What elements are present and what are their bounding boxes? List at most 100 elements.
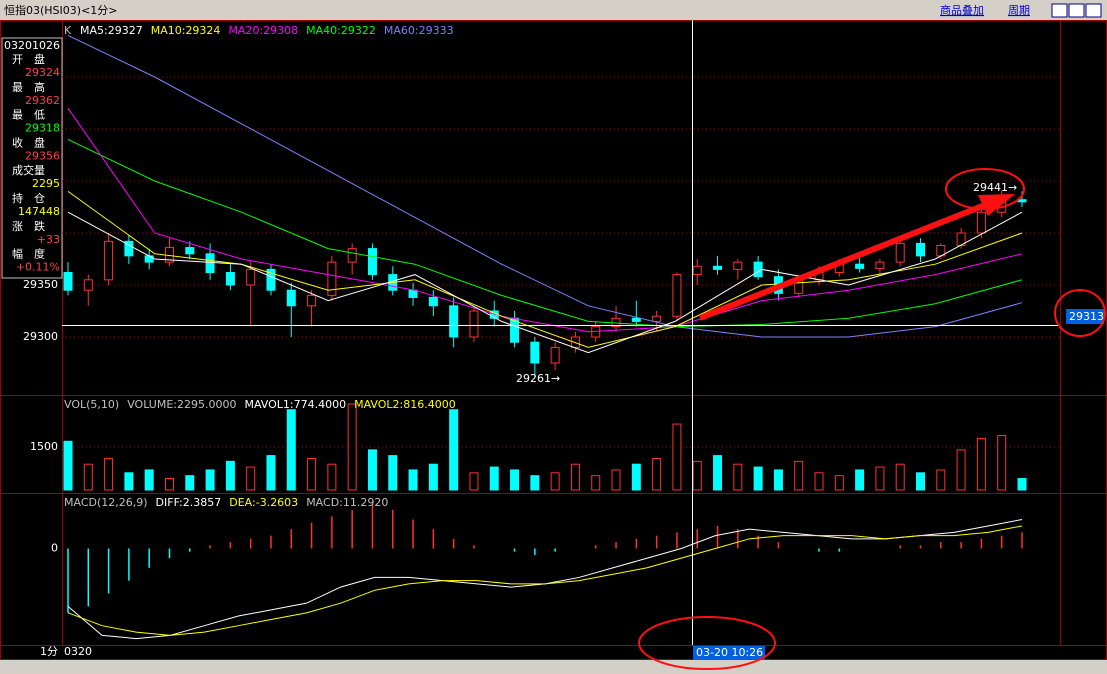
panel-label: DIFF:2.3857 <box>156 496 222 509</box>
volume-bar <box>164 478 174 491</box>
status-bar <box>0 660 1107 674</box>
volume-bar <box>307 457 317 491</box>
ma-line <box>67 107 1023 333</box>
volume-bar <box>895 463 905 491</box>
low-label: 29261→ <box>516 372 560 385</box>
info-label: 幅 度 <box>12 247 45 261</box>
ma-line <box>67 138 1023 328</box>
labels: K MA5:29327 MA10:29324 MA20:29308 MA40:29322… <box>4 24 456 554</box>
candle-body <box>428 296 438 307</box>
candle-body <box>692 265 702 276</box>
volume-bar <box>916 472 926 491</box>
info-label: 开 盘 <box>12 52 45 66</box>
candle-body <box>104 240 114 281</box>
window-title: 恒指03(HSI03)<1分> <box>4 3 118 17</box>
panel-label: MA10:29324 <box>151 24 221 37</box>
y-tick-label: 29350 <box>23 278 58 291</box>
volume-bar <box>611 469 621 491</box>
candle-body <box>408 289 418 298</box>
info-value: 147448 <box>18 205 60 218</box>
volume-bar <box>388 455 398 491</box>
volume-bar <box>408 469 418 491</box>
marks <box>63 34 1027 640</box>
candle-body <box>895 242 905 263</box>
volume-bar <box>449 409 459 491</box>
info-value: 29324 <box>25 66 60 79</box>
volume-bar <box>1017 478 1027 491</box>
y-tick-label: 1500 <box>30 440 58 453</box>
info-panel <box>1 37 63 279</box>
panel-label: MACD:11.2920 <box>306 496 388 509</box>
title-bar <box>0 0 1107 20</box>
volume-bar <box>733 463 743 491</box>
nav-button[interactable] <box>1051 3 1068 18</box>
candle-body <box>266 268 276 291</box>
volume-bar <box>144 469 154 491</box>
candle-body <box>225 272 235 286</box>
annotations <box>638 168 1106 670</box>
volume-bar <box>713 455 723 491</box>
candle-body <box>246 268 256 286</box>
dif-line <box>67 519 1023 640</box>
cursor-time-box <box>693 646 765 660</box>
date-label: 0320 <box>64 645 92 658</box>
candle-body <box>185 247 195 255</box>
info-label: 收 盘 <box>12 135 45 149</box>
candle-body <box>855 263 865 269</box>
volume-bar <box>104 457 114 491</box>
candle-body <box>205 253 215 274</box>
candle-body <box>733 261 743 270</box>
volume-bar <box>753 466 763 491</box>
panel-label: MA40:29322 <box>306 24 376 37</box>
candle-body <box>713 265 723 270</box>
candle-body <box>367 248 377 276</box>
volume-bar <box>976 437 986 491</box>
volume-bar <box>834 475 844 491</box>
period-label: 1分 <box>40 645 58 658</box>
candle-body <box>672 274 682 317</box>
candle-body <box>144 255 154 263</box>
high-label: 29441→ <box>973 181 1017 194</box>
cursor-price-box <box>1066 309 1104 324</box>
candle-body <box>550 346 560 364</box>
panel-label: MA20:29308 <box>228 24 298 37</box>
candle-body <box>916 242 926 257</box>
panel-label: MACD(12,26,9) <box>64 496 148 509</box>
panel-label: VOLUME:2295.0000 <box>127 398 236 411</box>
menu-overlay[interactable]: 商品叠加 <box>940 3 984 17</box>
candle-body <box>875 261 885 269</box>
volume-bar <box>185 475 195 491</box>
menu-period[interactable]: 周期 <box>1008 4 1030 17</box>
panel-label: MAVOL1:774.4000 <box>244 398 346 411</box>
volume-bar <box>550 472 560 491</box>
volume-bar <box>591 475 601 491</box>
volume-bar <box>875 466 885 491</box>
candle-body <box>469 310 479 338</box>
volume-bar <box>489 466 499 491</box>
volume-bar <box>672 423 682 491</box>
info-value: +0.11% <box>16 261 60 274</box>
panel-label: DEA:-3.2603 <box>229 496 298 509</box>
info-label: 涨 跌 <box>12 219 45 233</box>
volume-bar <box>956 449 966 491</box>
info-label: 持 仓 <box>12 191 45 205</box>
info-label: 最 低 <box>12 109 45 122</box>
candle-body <box>83 279 93 291</box>
nav-button[interactable] <box>1068 3 1085 18</box>
candle-body <box>631 317 641 322</box>
volume-bar <box>692 460 702 491</box>
candle-body <box>570 336 580 348</box>
volume-bar <box>124 472 134 491</box>
volume-bar <box>266 455 276 491</box>
volume-bar <box>83 463 93 491</box>
volume-bar <box>773 469 783 491</box>
volume-bar <box>367 449 377 491</box>
info-value: 29356 <box>25 149 60 162</box>
y-tick-label: 0 <box>51 541 58 554</box>
volume-bar <box>936 469 946 491</box>
volume-bar <box>855 469 865 491</box>
nav-button[interactable] <box>1085 3 1102 18</box>
volume-bar <box>652 457 662 491</box>
volume-bar <box>205 469 215 491</box>
